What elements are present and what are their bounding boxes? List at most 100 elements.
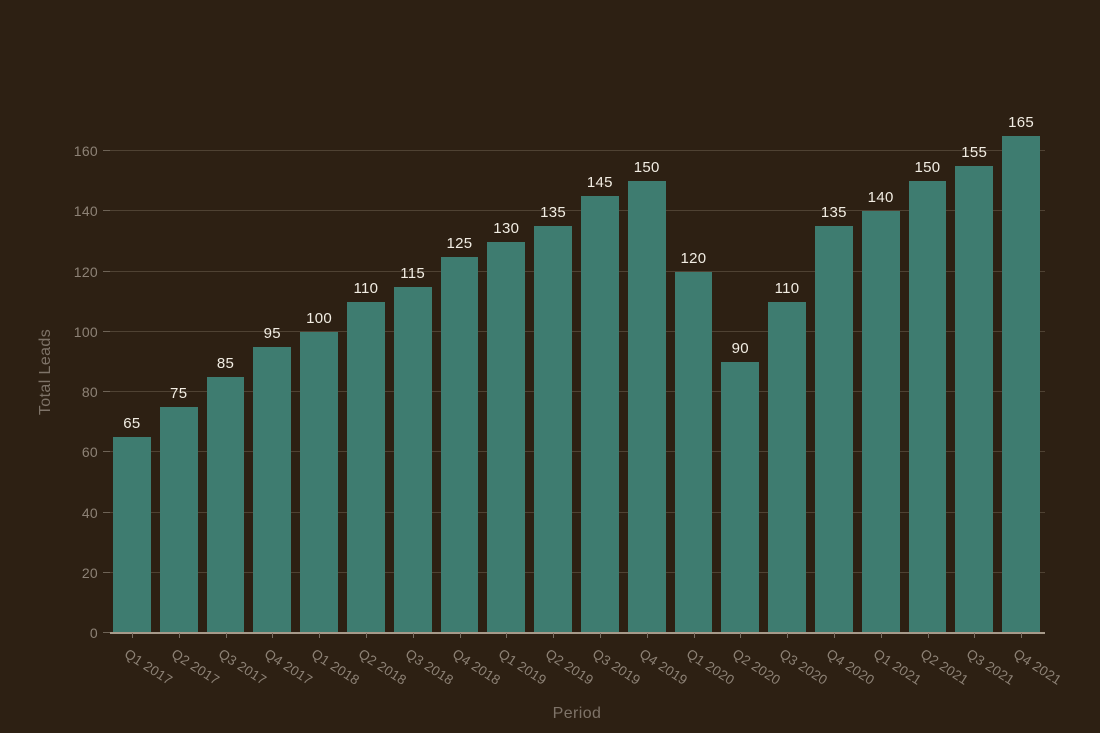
- bar: [440, 256, 479, 633]
- bar-group: 65: [113, 112, 151, 633]
- x-tick-mark: [506, 633, 508, 638]
- x-tick-mark: [412, 633, 414, 638]
- x-tick-mark: [833, 633, 835, 638]
- gridline: [110, 150, 1045, 152]
- bar-group: 85: [206, 112, 245, 633]
- bar: [721, 361, 760, 633]
- bar-value-label: 65: [123, 415, 141, 433]
- bar: [534, 226, 572, 633]
- bar: [814, 226, 853, 633]
- bars-layer: 65 75 85 95 100 110 115 125 130 135 145 150 120 90 110…: [113, 112, 1040, 633]
- bar-value-label: 85: [216, 355, 235, 373]
- x-tick-label-text: Q3 2017: [215, 646, 269, 688]
- x-tick-label-text: Q2 2021: [917, 646, 971, 688]
- bar: [674, 271, 713, 633]
- bar-group: 110: [346, 112, 385, 633]
- x-tick-mark: [178, 633, 180, 638]
- bar: [393, 286, 432, 633]
- x-tick-mark: [740, 633, 742, 638]
- bar-value-label: 135: [820, 204, 847, 222]
- x-tick-label-text: Q1 2018: [308, 646, 363, 688]
- x-tick-mark: [272, 633, 274, 638]
- bar: [1002, 136, 1040, 633]
- y-tick-label: 40: [81, 504, 98, 521]
- y-tick-mark: [103, 571, 110, 573]
- y-tick-mark: [103, 210, 110, 212]
- y-tick-label: 160: [73, 143, 98, 160]
- x-tick-label-text: Q4 2017: [262, 646, 316, 688]
- bar-group: 90: [721, 112, 760, 633]
- bar-group: 75: [159, 112, 198, 633]
- x-tick-label-text: Q3 2020: [776, 646, 831, 688]
- bar-group: 165: [1002, 112, 1040, 633]
- x-tick-mark: [927, 633, 929, 638]
- bar-value-label: 150: [633, 159, 660, 177]
- x-tick-label-text: Q1 2017: [121, 646, 176, 688]
- bar: [955, 166, 994, 633]
- bar-group: 110: [768, 112, 806, 633]
- x-tick-label-text: Q2 2017: [168, 646, 222, 688]
- bar: [627, 181, 666, 633]
- bar: [300, 331, 338, 633]
- bar: [908, 181, 947, 633]
- bar-group: 135: [534, 112, 572, 633]
- x-tick-label-text: Q3 2018: [402, 646, 456, 688]
- y-tick-label: 140: [73, 203, 98, 220]
- bar-value-label: 140: [867, 189, 894, 207]
- x-tick-label-text: Q4 2021: [1010, 646, 1065, 688]
- gridline: [110, 511, 1045, 513]
- bar: [206, 377, 245, 633]
- bar-group: 130: [487, 112, 526, 633]
- bar-group: 120: [674, 112, 713, 633]
- bar-value-label: 130: [493, 219, 520, 237]
- bar-group: 135: [814, 112, 853, 633]
- x-tick-mark: [1021, 633, 1023, 638]
- x-tick-label-text: Q2 2018: [355, 646, 410, 688]
- bar: [159, 407, 198, 633]
- plot-area: 0 20 40 60 80 100 120 140 160 65 75 85 95 100 110 115 1…: [74, 112, 1065, 688]
- bar-group: 150: [908, 112, 947, 633]
- bar: [861, 211, 900, 633]
- bar: [113, 437, 151, 633]
- y-tick-label: 60: [81, 444, 98, 461]
- y-tick-mark: [103, 150, 110, 152]
- x-tick-mark: [225, 633, 227, 638]
- bar-value-label: 165: [1008, 114, 1034, 132]
- x-tick-mark: [693, 633, 695, 638]
- bar-group: 95: [253, 112, 292, 633]
- x-tick-label-text: Q1 2021: [870, 646, 924, 688]
- bar: [487, 241, 526, 633]
- x-tick-mark: [974, 633, 976, 638]
- y-tick-mark: [103, 270, 110, 272]
- bar-value-label: 110: [774, 279, 800, 297]
- x-tick-label-text: Q2 2020: [730, 646, 784, 688]
- y-tick-label: 0: [89, 625, 98, 641]
- bar-group: 115: [393, 112, 432, 633]
- bar-value-label: 75: [170, 385, 188, 403]
- x-tick-mark: [459, 633, 461, 638]
- y-tick-mark: [103, 451, 110, 453]
- bar-group: 155: [955, 112, 994, 633]
- y-tick-mark: [103, 330, 110, 332]
- bar: [580, 196, 619, 633]
- x-tick-mark: [880, 633, 882, 638]
- bar-value-label: 145: [586, 174, 613, 192]
- gridline: [110, 451, 1045, 453]
- x-tick-label-text: Q1 2020: [683, 646, 737, 688]
- x-tick-mark: [553, 633, 555, 638]
- bar-group: 145: [580, 112, 619, 633]
- x-tick-mark: [599, 633, 601, 638]
- bar-group: 125: [440, 112, 479, 633]
- x-axis-title: Period: [552, 705, 602, 722]
- x-tick-label-text: Q1 2019: [496, 646, 550, 688]
- bar-value-label: 120: [680, 249, 707, 267]
- x-tick-label-text: Q4 2020: [823, 646, 878, 688]
- bar-value-label: 125: [446, 234, 473, 252]
- y-tick-label: 80: [81, 384, 98, 401]
- y-tick-label: 100: [73, 323, 98, 340]
- x-tick-label-text: Q4 2019: [636, 646, 690, 688]
- x-tick-mark: [365, 633, 367, 638]
- bar-group: 150: [627, 112, 666, 633]
- x-tick-label-text: Q3 2019: [589, 646, 644, 688]
